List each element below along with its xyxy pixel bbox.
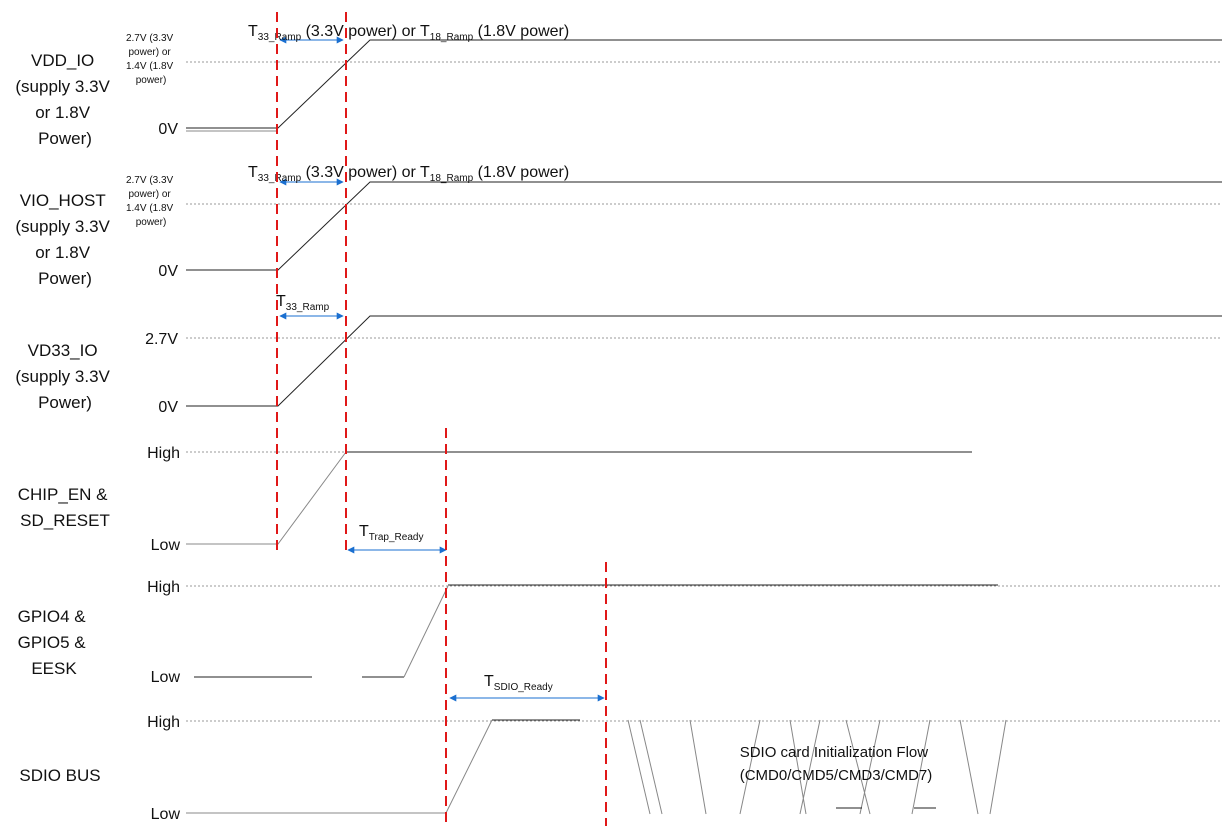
vd33-io-low-level: 0V (158, 399, 178, 416)
gpio-rise (403, 585, 449, 678)
vdd-io-signal: VDD_IO (supply 3.3V or 1.8V Power) 2.7V … (15, 23, 1222, 148)
sdio-init-flow-label: SDIO card Initialization Flow (CMD0/CMD5… (740, 744, 933, 784)
sdio-bus-name: SDIO BUS (19, 766, 100, 785)
sdio-high-level: High (147, 714, 180, 731)
vio-host-signal: VIO_HOST (supply 3.3V or 1.8V Power) 2.7… (15, 164, 1222, 288)
vdd-io-low-level: 0V (158, 121, 178, 138)
sdio-bus-transition-left (627, 719, 707, 815)
timing-markers (276, 12, 607, 826)
chip-en-low-level: Low (151, 537, 181, 554)
trap-ready-label: TTrap_Ready (359, 523, 423, 543)
chip-en-name: CHIP_EN & SD_RESET (18, 485, 112, 530)
vio-host-timing-label: T33_Ramp (3.3V power) or T18_Ramp (1.8V … (248, 164, 569, 184)
chip-en-high-level: High (147, 445, 180, 462)
vio-host-waveform (186, 181, 1222, 271)
vd33-io-waveform (186, 315, 1222, 407)
vio-host-low-level: 0V (158, 263, 178, 280)
gpio-high-level: High (147, 579, 180, 596)
gpio-low-level: Low (151, 669, 181, 686)
sdio-low-level: Low (151, 806, 181, 823)
vdd-io-high-level: 2.7V (3.3V power) or 1.4V (1.8V power) (126, 33, 176, 86)
vdd-io-timing-label: T33_Ramp (3.3V power) or T18_Ramp (1.8V … (248, 23, 569, 43)
gpio-name: GPIO4 & GPIO5 & EESK (18, 607, 91, 678)
gpio-signal: GPIO4 & GPIO5 & EESK High Low TSDIO_Read… (18, 579, 1222, 702)
vd33-io-timing-label: T33_Ramp (276, 293, 330, 313)
sdio-ready-label: TSDIO_Ready (484, 673, 553, 693)
vd33-io-name: VD33_IO (supply 3.3V Power) (15, 341, 114, 412)
vio-host-name: VIO_HOST (supply 3.3V or 1.8V Power) (15, 191, 114, 288)
vd33-io-signal: VD33_IO (supply 3.3V Power) 2.7V 0V T33_… (15, 293, 1222, 416)
sdio-bus-transition-right (911, 719, 1007, 815)
chip-en-signal: CHIP_EN & SD_RESET High Low TTrap_Ready (18, 445, 972, 554)
vdd-io-name: VDD_IO (supply 3.3V or 1.8V Power) (15, 51, 114, 148)
sdio-bus-transition-mid (739, 719, 881, 815)
sdio-bus-signal: SDIO BUS High Low SDIO card Initializati… (19, 714, 1222, 823)
vdd-io-waveform (186, 39, 1222, 129)
vio-host-high-level: 2.7V (3.3V power) or 1.4V (1.8V power) (126, 175, 176, 228)
chip-en-rise (186, 451, 347, 545)
vd33-io-high-level: 2.7V (145, 331, 178, 348)
